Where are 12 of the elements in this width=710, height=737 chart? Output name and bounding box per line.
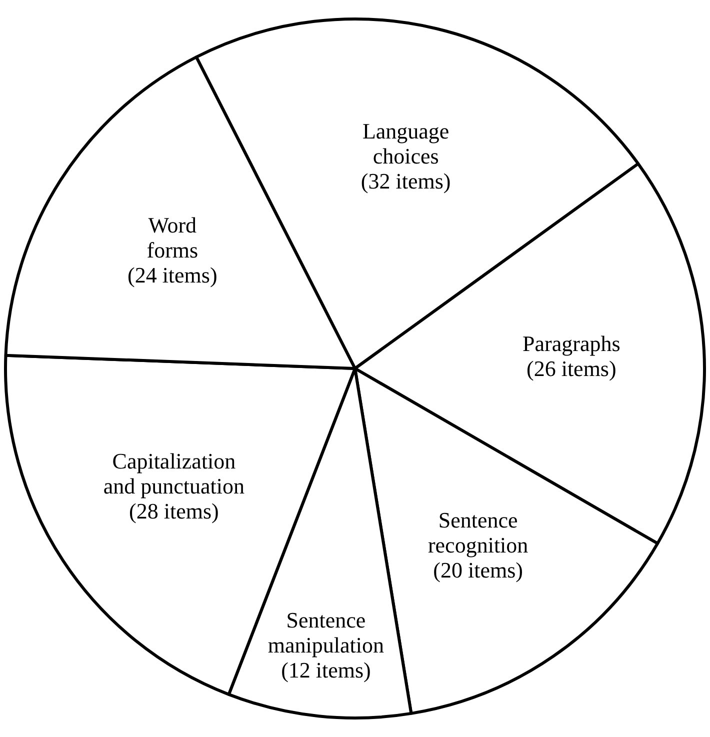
data-label: (26 items) xyxy=(526,356,616,381)
data-label: (28 items) xyxy=(129,498,219,524)
slice-label: Capitalization and punctuation xyxy=(103,448,245,498)
data-label: (12 items) xyxy=(281,657,371,682)
slice-label: Paragraphs xyxy=(522,330,620,356)
slice-label: Sentence manipulation xyxy=(268,607,384,658)
data-label: (32 items) xyxy=(360,168,451,194)
data-label: (24 items) xyxy=(127,262,218,288)
data-label: (20 items) xyxy=(433,558,523,583)
slice-label: Sentence recognition xyxy=(428,508,528,558)
slice-label: Language choices xyxy=(362,118,450,169)
slice-label: Word forms xyxy=(146,212,198,263)
